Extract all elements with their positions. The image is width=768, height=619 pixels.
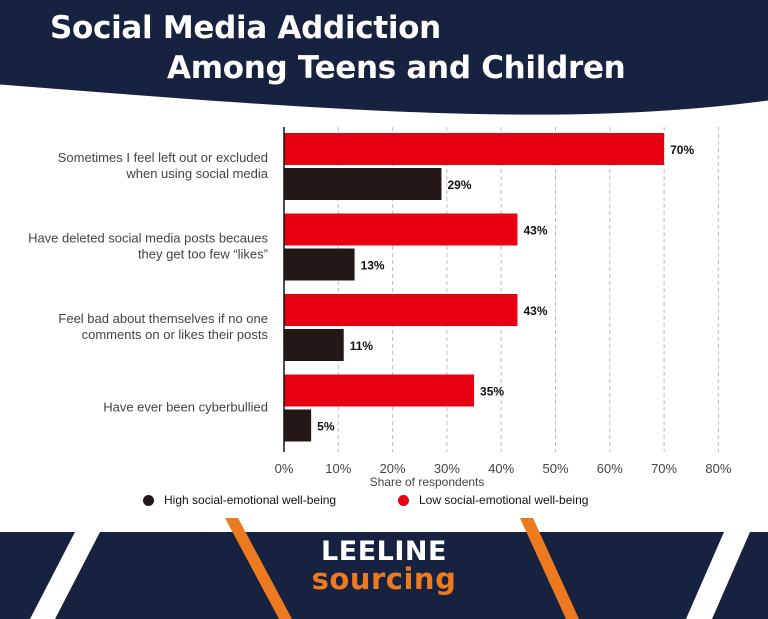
header-banner — [0, 0, 768, 118]
bar — [284, 168, 442, 200]
data-label: 70% — [670, 143, 694, 157]
footer-banner — [0, 518, 768, 619]
data-label: 35% — [480, 385, 504, 399]
brand-logo-top: LEELINE — [321, 536, 447, 567]
bar — [284, 248, 355, 281]
x-tick-label: 60% — [597, 461, 623, 476]
bar — [284, 329, 344, 361]
legend-label-low: Low social-emotional well-being — [419, 493, 589, 507]
bar-chart: 70% 29% 43% 13% 43% 11% 35% 5% Sometimes I feel… — [28, 127, 732, 489]
category-label: Feel bad about themselves if no one — [58, 311, 268, 326]
data-label: 13% — [361, 259, 385, 273]
category-label: Sometimes I feel left out or excluded — [58, 150, 268, 165]
category-label: when using social media — [125, 166, 268, 181]
legend-label-high: High social-emotional well-being — [164, 493, 337, 507]
brand-logo-bottom: sourcing — [311, 562, 457, 596]
data-label: 29% — [447, 178, 471, 192]
x-axis-title: Share of respondents — [370, 475, 485, 489]
data-label: 11% — [350, 339, 374, 353]
x-tick-label: 50% — [542, 461, 568, 476]
bar — [284, 294, 518, 326]
x-tick-label: 20% — [380, 461, 406, 476]
category-label: Have ever been cyberbullied — [103, 400, 268, 415]
legend-item-high: High social-emotional well-being — [143, 493, 336, 507]
x-tick-label: 40% — [488, 461, 514, 476]
x-tick-label: 10% — [325, 461, 351, 476]
x-tick-label: 0% — [275, 461, 294, 476]
legend-item-low: Low social-emotional well-being — [398, 493, 588, 507]
legend-dot-high — [143, 494, 154, 506]
category-labels: Sometimes I feel left out or excludedwhe… — [28, 150, 269, 415]
bar — [284, 374, 475, 407]
bar — [284, 133, 665, 165]
category-label: Have deleted social media posts becaues — [28, 231, 268, 246]
data-label: 43% — [523, 304, 547, 318]
bar — [284, 213, 518, 246]
category-label: they get too few “likes” — [138, 247, 268, 262]
page-title-line-1: Social Media Addiction — [50, 10, 441, 46]
grid-lines — [337, 127, 719, 452]
x-tick-label: 70% — [651, 461, 677, 476]
data-label: 43% — [523, 224, 547, 238]
x-tick-labels: 0% 10% 20% 30% 40% 50% 60% 70% 80% — [275, 461, 732, 476]
x-tick-label: 80% — [705, 461, 731, 476]
x-tick-label: 30% — [434, 461, 460, 476]
legend-dot-low — [398, 494, 409, 506]
data-label: 5% — [317, 420, 335, 434]
category-label: comments on or likes their posts — [82, 327, 269, 342]
page-title-line-2: Among Teens and Children — [167, 50, 626, 86]
bars: 70% 29% 43% 13% 43% 11% 35% 5% — [284, 133, 694, 442]
bar — [284, 409, 312, 442]
